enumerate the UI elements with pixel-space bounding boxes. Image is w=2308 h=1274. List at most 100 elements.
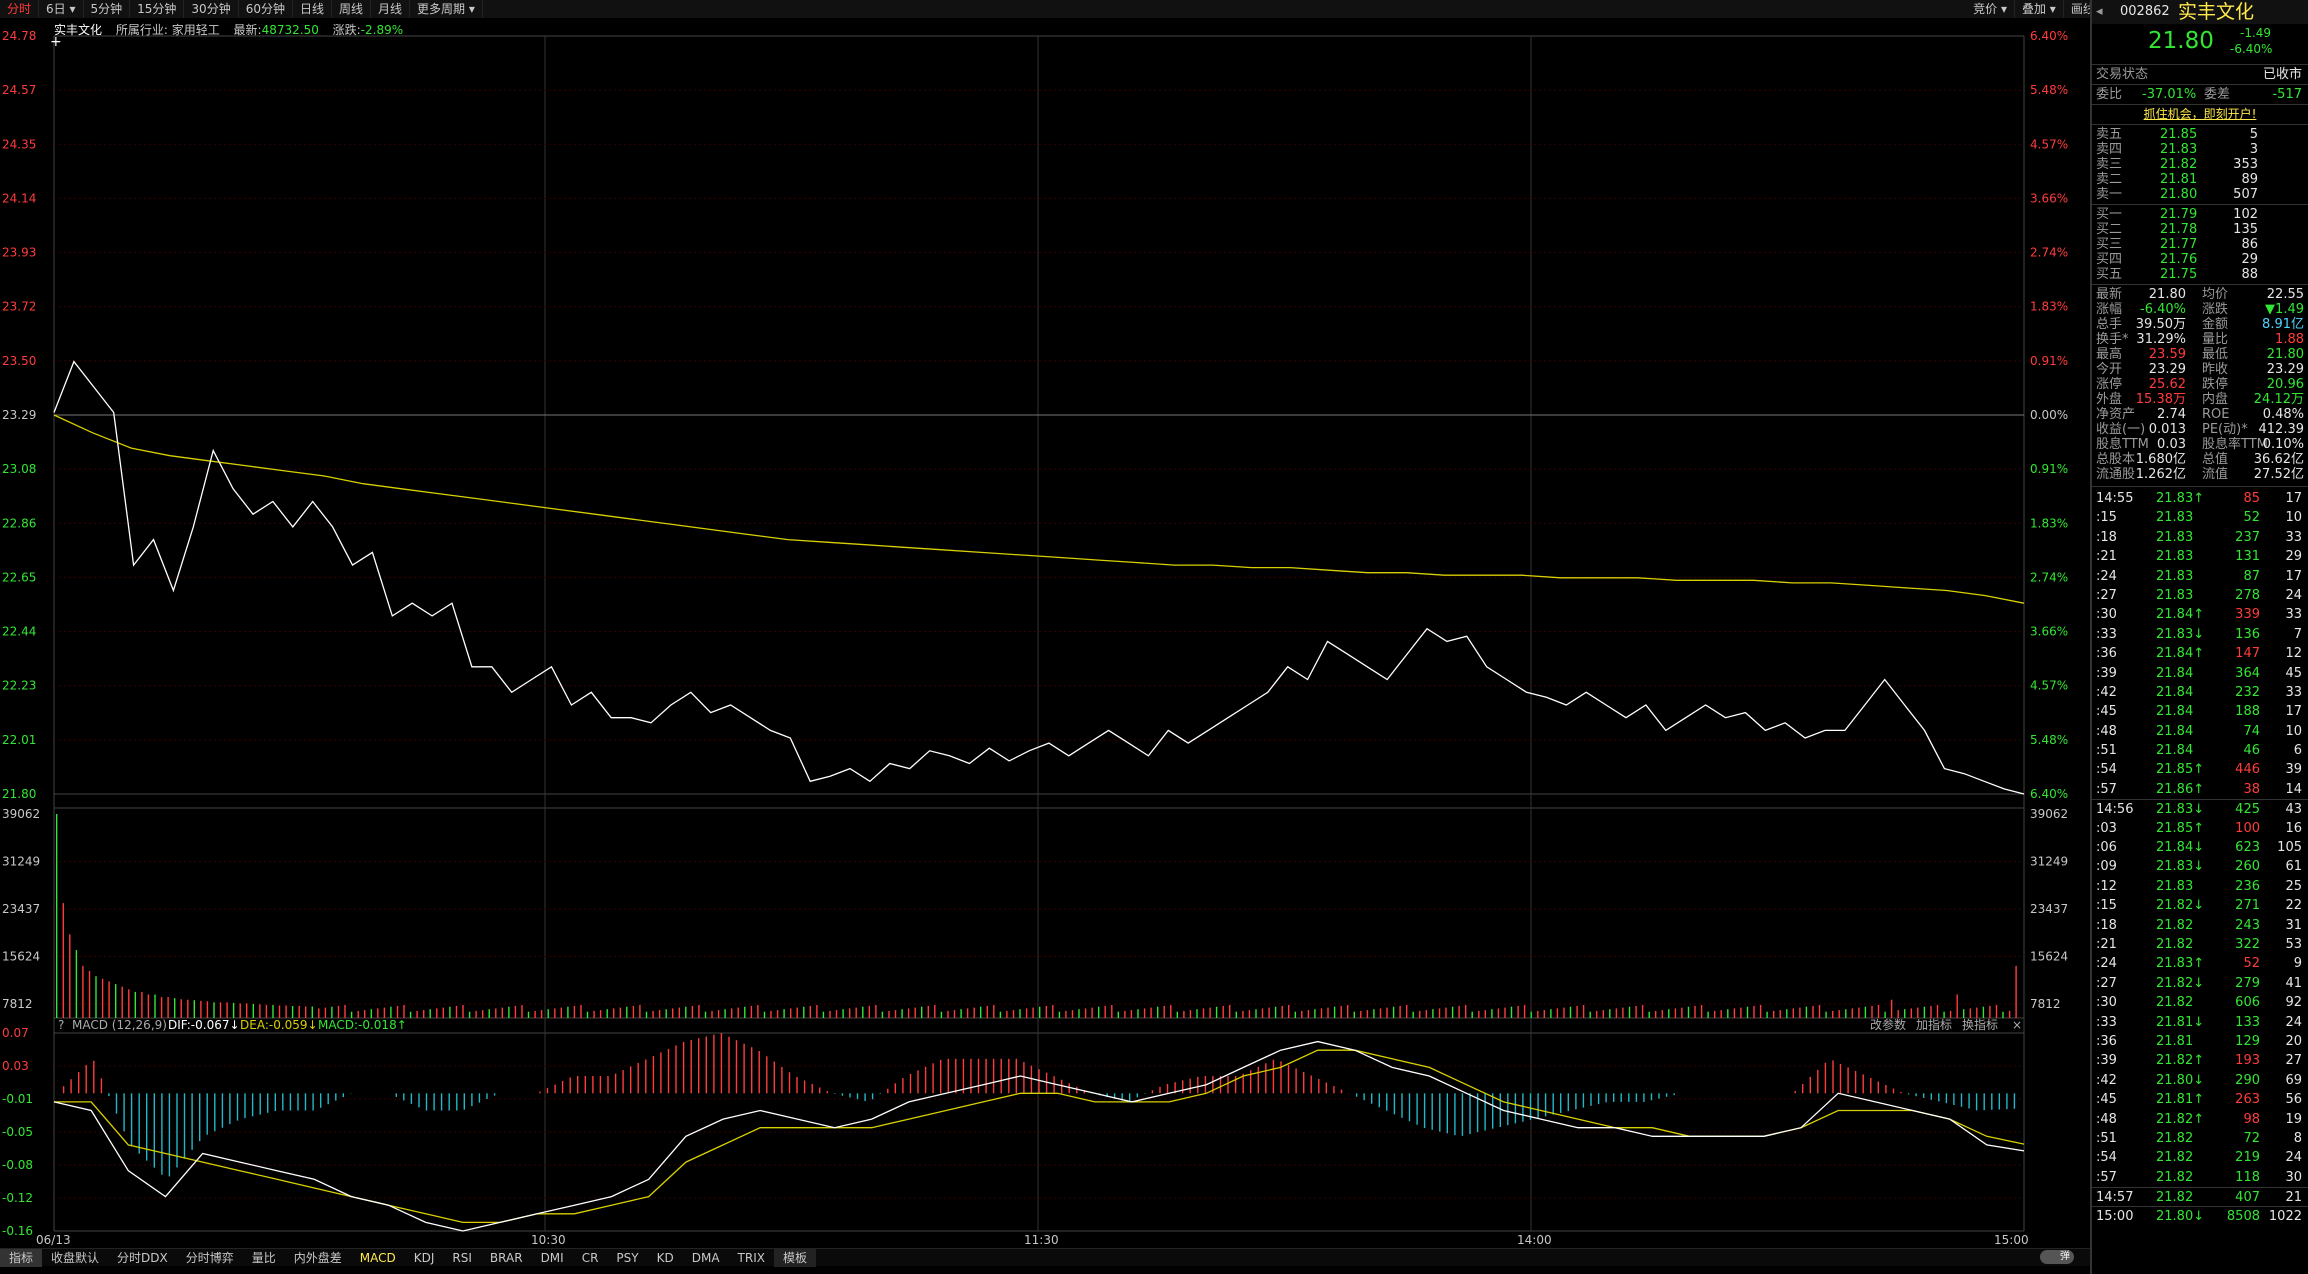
volume-bar [409, 1011, 412, 1018]
volume-bar [907, 1008, 910, 1018]
trade-count: 33 [2285, 684, 2302, 700]
indicator-tab-16[interactable]: 模板 [773, 1248, 816, 1267]
volume-bar [1694, 1005, 1696, 1018]
stock-info-bar: 实丰文化 所属行业: 家用轻工 最新:48732.50 涨跌:-2.89% [54, 21, 413, 38]
back-arrow-icon[interactable]: ◂ [2096, 4, 2103, 19]
volume-bar [993, 1005, 995, 1018]
trade-time: :24 [2096, 956, 2117, 972]
trade-status: 已收市 [2262, 67, 2302, 82]
stat-label: 昨收 [2202, 362, 2229, 377]
indicator-tab-4[interactable]: 量比 [251, 1250, 276, 1265]
trade-price: 21.80↓ [2156, 1072, 2205, 1088]
volume-bar [1451, 1006, 1454, 1018]
asks-row: 卖五 21.85 5 [2092, 127, 2308, 142]
trade-volume: 131 [2235, 549, 2260, 565]
asks-volume: 89 [2241, 172, 2258, 187]
volume-bar [1222, 1005, 1224, 1018]
trade-price: 21.84 [2156, 684, 2194, 700]
stat-value: 1.88 [2275, 332, 2304, 347]
period-tab-3[interactable]: 15分钟 [130, 0, 185, 18]
chart-area[interactable]: 24.78 6.40% 24.57 5.48% 24.35 4.57% 24.14 3.66%… [0, 18, 2090, 1248]
indicator-tab-0[interactable]: 指标 [0, 1248, 43, 1267]
volume-bar [291, 1006, 294, 1018]
popup-toggle[interactable]: 弹 [2040, 1250, 2074, 1264]
bids-volume: 102 [2233, 207, 2258, 222]
period-tab-7[interactable]: 周线 [332, 0, 372, 18]
trade-price: 21.83 [2156, 568, 2194, 584]
bids-price: 21.76 [2160, 252, 2198, 267]
add-indicator-button[interactable]: 加指标 [1916, 1017, 1952, 1032]
volume-bar [1609, 1009, 1611, 1018]
indicator-tab-10[interactable]: DMI [540, 1250, 564, 1265]
volume-bar [1307, 1010, 1310, 1018]
period-tab-9[interactable]: 更多周期 ▾ [410, 0, 483, 18]
indicator-tab-3[interactable]: 分时博弈 [185, 1250, 234, 1265]
pct-tick-label: 6.40% [2030, 787, 2068, 801]
volume-bar [626, 1006, 628, 1018]
volume-bar [1982, 1006, 1985, 1018]
indicator-tab-9[interactable]: BRAR [489, 1250, 523, 1265]
volume-bar [1733, 1008, 1736, 1018]
indicator-tab-11[interactable]: CR [581, 1250, 599, 1265]
trade-row: :06 21.84↓ 623 105 [2092, 838, 2308, 857]
volume-tick-label: 23437 [2, 902, 40, 916]
trade-price: 21.82↑ [2156, 1111, 2205, 1127]
tool-button-1[interactable]: 叠加 ▾ [2015, 0, 2064, 18]
volume-bar [1065, 1010, 1067, 1018]
volume-bar [1917, 1007, 1919, 1018]
indicator-tab-7[interactable]: KDJ [413, 1250, 435, 1265]
volume-bar [1832, 1010, 1834, 1018]
period-tab-8[interactable]: 月线 [371, 0, 411, 18]
volume-bar [868, 1005, 870, 1018]
trade-row: :51 21.82 72 8 [2092, 1129, 2308, 1148]
indicator-tab-13[interactable]: KD [656, 1250, 674, 1265]
promo-link[interactable]: 抓住机会，即刻开户! [2143, 107, 2257, 121]
trade-count: 12 [2285, 646, 2302, 662]
indicator-tab-8[interactable]: RSI [452, 1250, 472, 1265]
period-tab-5[interactable]: 60分钟 [239, 0, 293, 18]
stat-label: ROE [2202, 407, 2230, 422]
trade-volume: 74 [2243, 723, 2260, 739]
close-icon[interactable]: × [2012, 1018, 2022, 1032]
volume-bar [1327, 1007, 1329, 1018]
weicha-label: 委差 [2204, 87, 2231, 102]
trade-row: :57 21.82 118 30 [2092, 1168, 2308, 1187]
edit-params-button[interactable]: 改参数 [1870, 1017, 1906, 1032]
volume-bar [1039, 1006, 1041, 1018]
indicator-tab-2[interactable]: 分时DDX [117, 1250, 168, 1265]
macd-help-icon[interactable]: ? [58, 1018, 64, 1032]
indicator-tab-15[interactable]: TRIX [737, 1250, 765, 1265]
period-tab-4[interactable]: 30分钟 [184, 0, 239, 18]
switch-indicator-button[interactable]: 换指标 [1962, 1017, 1998, 1032]
trade-time: :57 [2096, 1169, 2117, 1185]
trade-time: :21 [2096, 936, 2117, 952]
volume-bar [370, 1009, 372, 1018]
bids-row: 买四 21.76 29 [2092, 252, 2308, 267]
trade-volume: 623 [2235, 840, 2260, 856]
indicator-tab-6[interactable]: MACD [359, 1250, 396, 1265]
tool-button-0[interactable]: 竞价 ▾ [1966, 0, 2015, 18]
trade-time: :39 [2096, 1053, 2117, 1069]
volume-bar [1563, 1007, 1565, 1018]
period-tab-1[interactable]: 6日 ▾ [39, 0, 84, 18]
pct-tick-label: 2.74% [2030, 246, 2068, 260]
tick-trades[interactable]: 14:55 21.83↑ 85 17:15 21.83 52 10:18 21.83 237 33… [2092, 489, 2308, 1226]
period-tab-0[interactable]: 分时 [0, 0, 40, 18]
volume-tick-label-right: 39062 [2030, 807, 2068, 821]
indicator-tab-14[interactable]: DMA [691, 1250, 720, 1265]
indicator-tab-5[interactable]: 内外盘差 [293, 1250, 342, 1265]
volume-bar [573, 1005, 576, 1018]
indicator-tab-1[interactable]: 收盘默认 [51, 1250, 100, 1265]
volume-bar [1098, 1006, 1100, 1018]
trade-time: :39 [2096, 665, 2117, 681]
volume-bar [1268, 1007, 1270, 1018]
time-tick-label: 14:00 [1517, 1233, 1552, 1247]
trade-price: 21.81↓ [2156, 1014, 2205, 1030]
volume-bar [1419, 1010, 1421, 1018]
period-tab-6[interactable]: 日线 [293, 0, 332, 18]
trade-row: :21 21.83 131 29 [2092, 547, 2308, 566]
volume-bar [298, 1006, 300, 1018]
trade-volume: 52 [2243, 956, 2260, 972]
indicator-tab-12[interactable]: PSY [616, 1250, 639, 1265]
period-tab-2[interactable]: 5分钟 [84, 0, 131, 18]
